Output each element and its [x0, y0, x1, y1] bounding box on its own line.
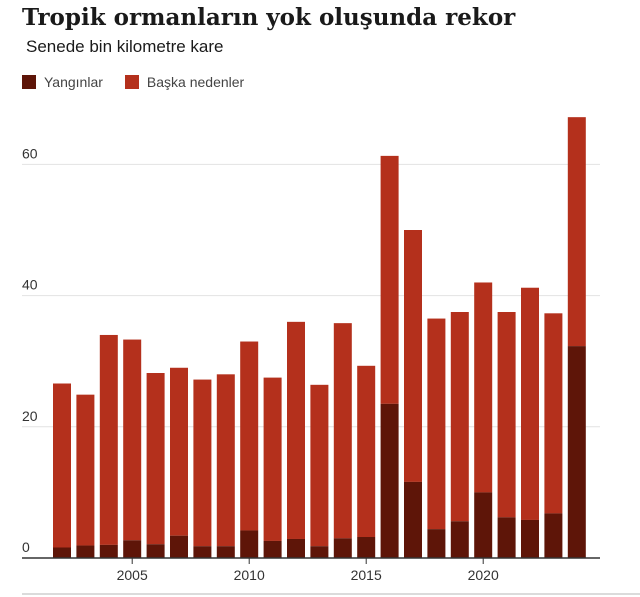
bar-fires-2002: [53, 547, 71, 558]
bar-other-2012: [287, 321, 305, 539]
bar-other-2006: [146, 373, 165, 545]
legend-item-fires: Yangınlar: [22, 74, 103, 90]
bar-fires-2013: [310, 546, 329, 558]
bar-fires-2017: [404, 481, 422, 558]
legend-item-other: Başka nedenler: [124, 74, 245, 90]
bar-fires-2006: [146, 544, 165, 558]
bar-fires-2024: [567, 346, 586, 558]
bar-other-2024: [567, 117, 586, 347]
bar-fires-2007: [170, 535, 188, 558]
bar-other-2005: [123, 339, 142, 541]
y-tick-label-60: 60: [22, 145, 38, 161]
bar-fires-2018: [427, 529, 446, 558]
bar-other-2022: [521, 287, 539, 520]
bar-other-2023: [544, 313, 563, 514]
x-tick-label-2015: 2015: [351, 567, 382, 583]
bar-fires-2003: [76, 545, 95, 558]
legend-swatch-fires: [22, 75, 36, 89]
bar-fires-2019: [450, 521, 469, 558]
y-tick-label-20: 20: [22, 408, 38, 424]
bar-fires-2012: [287, 538, 305, 558]
bar-fires-2016: [380, 403, 399, 558]
bar-other-2017: [404, 230, 422, 482]
bar-other-2004: [99, 334, 118, 545]
bar-other-2007: [170, 367, 188, 536]
bar-other-2003: [76, 394, 95, 546]
x-tick-label-2005: 2005: [117, 567, 148, 583]
bar-fires-2011: [263, 540, 282, 558]
legend-swatch-other: [124, 75, 139, 89]
bar-fires-2020: [474, 492, 493, 558]
y-tick-label-0: 0: [22, 539, 30, 555]
legend-label-other: Başka nedenler: [146, 74, 245, 90]
bar-other-2014: [333, 323, 352, 539]
x-tick-label-2010: 2010: [234, 567, 265, 583]
y-tick-label-40: 40: [22, 277, 38, 293]
chart-subtitle: Senede bin kilometre kare: [26, 37, 224, 56]
bar-fires-2009: [216, 546, 235, 558]
bar-other-2016: [380, 155, 399, 404]
bar-fires-2022: [521, 519, 539, 558]
bar-other-2013: [310, 384, 329, 547]
bar-other-2002: [53, 383, 71, 548]
bar-other-2019: [450, 312, 469, 522]
bar-fires-2004: [99, 544, 118, 558]
bar-other-2015: [357, 365, 376, 538]
legend-label-fires: Yangınlar: [44, 74, 103, 90]
bar-fires-2014: [333, 538, 352, 558]
bar-fires-2008: [193, 546, 212, 558]
bar-other-2009: [216, 374, 235, 547]
bar-other-2011: [263, 377, 282, 541]
bar-other-2010: [240, 341, 259, 531]
bar-other-2020: [474, 282, 493, 493]
bar-fires-2005: [123, 540, 142, 558]
bar-fires-2023: [544, 513, 563, 558]
chart-title: Tropik ormanların yok oluşunda rekor: [22, 4, 516, 31]
bar-fires-2015: [357, 537, 376, 558]
bar-other-2018: [427, 318, 446, 530]
bar-fires-2021: [497, 517, 516, 558]
x-tick-label-2020: 2020: [468, 567, 499, 583]
legend: Yangınlar Başka nedenler: [22, 74, 266, 90]
bar-other-2021: [497, 312, 516, 518]
bar-fires-2010: [240, 530, 259, 558]
bar-other-2008: [193, 379, 212, 547]
